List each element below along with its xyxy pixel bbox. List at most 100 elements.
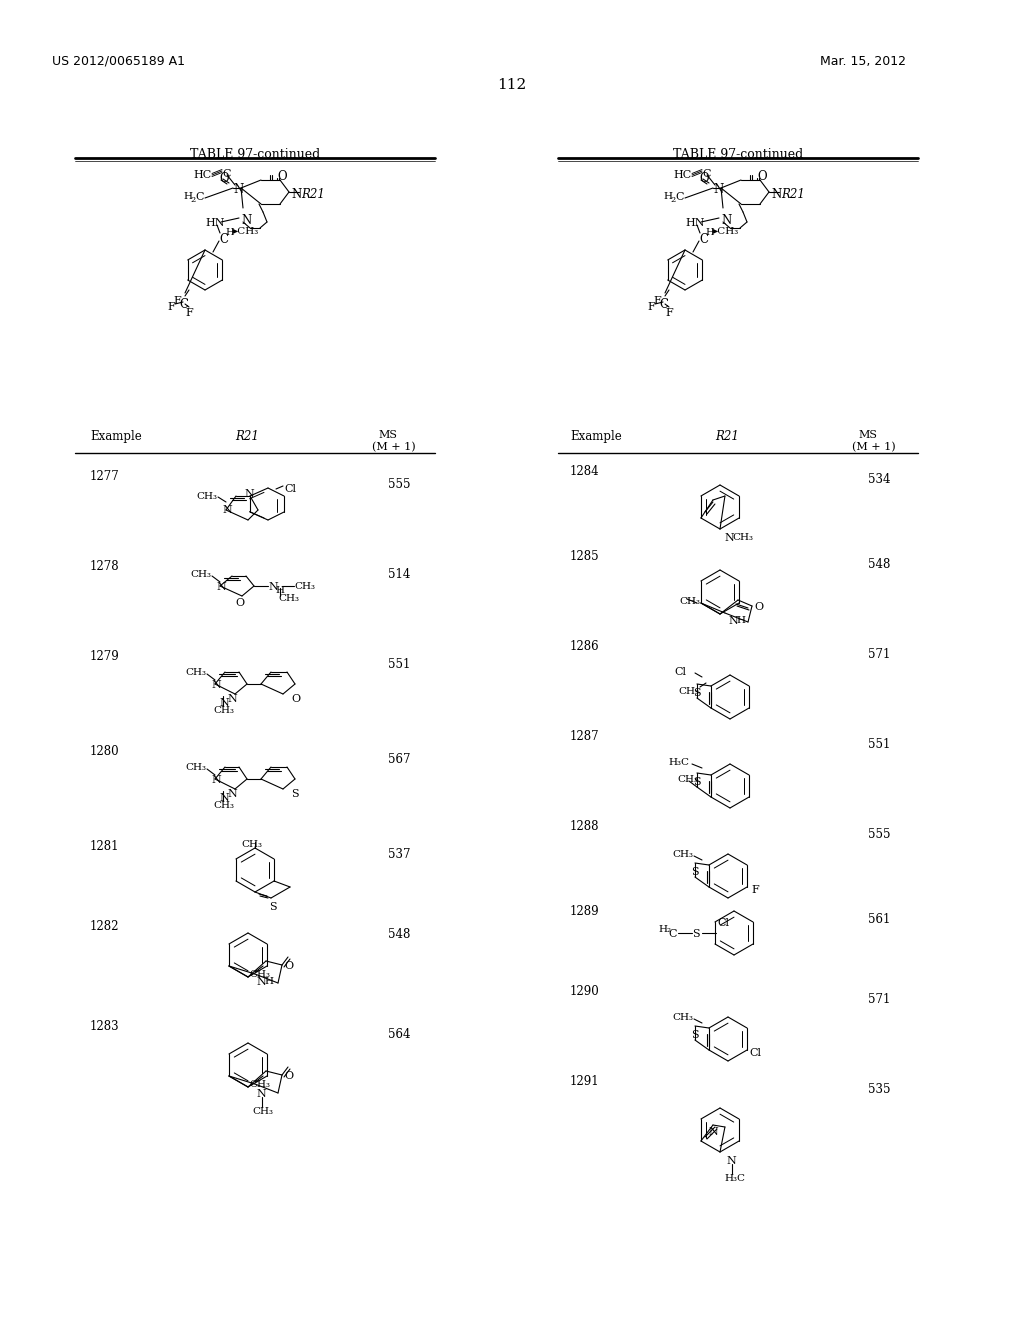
Text: O: O	[278, 170, 287, 183]
Text: R21: R21	[301, 187, 325, 201]
Text: 548: 548	[388, 928, 411, 941]
Text: 1283: 1283	[90, 1020, 120, 1034]
Text: 1279: 1279	[90, 649, 120, 663]
Text: N: N	[211, 680, 221, 690]
Text: N: N	[219, 793, 228, 803]
Text: Cl: Cl	[284, 484, 296, 494]
Text: C: C	[699, 234, 708, 246]
Text: 1287: 1287	[570, 730, 600, 743]
Text: F: F	[751, 884, 759, 895]
Text: 1284: 1284	[570, 465, 600, 478]
Text: 561: 561	[868, 913, 891, 927]
Text: N: N	[222, 506, 231, 515]
Text: HN: HN	[205, 218, 224, 228]
Text: CH₃: CH₃	[185, 763, 206, 772]
Text: TABLE 97-continued: TABLE 97-continued	[189, 148, 321, 161]
Text: F: F	[167, 302, 175, 312]
Text: CH₃: CH₃	[196, 492, 217, 502]
Text: N: N	[219, 698, 228, 708]
Text: CH₃: CH₃	[672, 1012, 693, 1022]
Text: CH₃: CH₃	[249, 1080, 270, 1089]
Text: 514: 514	[388, 568, 411, 581]
Text: 1278: 1278	[90, 560, 120, 573]
Text: O: O	[234, 598, 244, 609]
Text: HC: HC	[193, 170, 211, 180]
Text: C: C	[659, 298, 668, 312]
Text: (M + 1): (M + 1)	[852, 442, 896, 453]
Text: R21: R21	[715, 430, 739, 444]
Text: C: C	[675, 191, 683, 202]
Text: Cl: Cl	[749, 1048, 761, 1059]
Text: H: H	[275, 586, 284, 595]
Text: 537: 537	[388, 847, 411, 861]
Text: O: O	[757, 170, 767, 183]
Text: 551: 551	[388, 657, 411, 671]
Text: S: S	[692, 929, 699, 939]
Text: F: F	[647, 302, 654, 312]
Text: N: N	[709, 1127, 719, 1137]
Text: CH₃: CH₃	[294, 582, 315, 591]
Text: 535: 535	[868, 1082, 891, 1096]
Text: 1282: 1282	[90, 920, 120, 933]
Text: N: N	[216, 582, 225, 591]
Text: O: O	[291, 694, 300, 704]
Text: H₂: H₂	[658, 925, 671, 935]
Text: CH₃: CH₃	[678, 686, 699, 696]
Text: (M + 1): (M + 1)	[372, 442, 416, 453]
Text: Example: Example	[90, 430, 141, 444]
Text: N: N	[256, 977, 266, 987]
Text: H: H	[225, 228, 233, 238]
Text: H: H	[183, 191, 193, 201]
Text: N: N	[256, 1089, 266, 1100]
Text: N: N	[233, 183, 244, 195]
Text: F: F	[173, 296, 181, 306]
Text: N: N	[724, 533, 734, 543]
Text: 2: 2	[190, 195, 196, 205]
Text: 571: 571	[868, 648, 891, 661]
Text: N: N	[713, 183, 723, 195]
Text: US 2012/0065189 A1: US 2012/0065189 A1	[52, 55, 185, 69]
Text: R21: R21	[781, 187, 805, 201]
Text: C: C	[668, 929, 677, 939]
Text: N: N	[227, 694, 237, 704]
Text: O: O	[754, 602, 763, 612]
Text: CH₃: CH₃	[249, 970, 270, 979]
Text: CH₃: CH₃	[278, 594, 299, 603]
Text: 567: 567	[388, 752, 411, 766]
Text: 534: 534	[868, 473, 891, 486]
Text: C: C	[179, 298, 188, 312]
Text: H: H	[663, 191, 672, 201]
Text: Cl: Cl	[717, 917, 729, 928]
Text: S: S	[691, 1030, 698, 1040]
Text: 548: 548	[868, 558, 891, 572]
Text: MS: MS	[378, 430, 397, 440]
Text: H: H	[736, 616, 745, 624]
Text: H: H	[264, 977, 273, 986]
Text: C: C	[195, 191, 204, 202]
Text: 1290: 1290	[570, 985, 600, 998]
Text: N: N	[268, 582, 278, 591]
Text: O: O	[284, 961, 293, 972]
Text: O: O	[219, 172, 228, 185]
Text: TABLE 97-continued: TABLE 97-continued	[673, 148, 803, 161]
Text: ▸CH₃: ▸CH₃	[713, 227, 739, 236]
Text: F: F	[665, 308, 673, 318]
Text: CH₃: CH₃	[190, 570, 211, 579]
Text: 555: 555	[868, 828, 891, 841]
Text: N: N	[771, 187, 781, 201]
Text: 564: 564	[388, 1028, 411, 1041]
Text: CH₃: CH₃	[732, 533, 753, 543]
Text: S: S	[291, 789, 299, 799]
Text: 1285: 1285	[570, 550, 600, 564]
Text: 1281: 1281	[90, 840, 120, 853]
Text: N: N	[721, 214, 731, 227]
Text: 551: 551	[868, 738, 891, 751]
Text: 1288: 1288	[570, 820, 599, 833]
Text: N: N	[728, 616, 737, 626]
Text: 1291: 1291	[570, 1074, 600, 1088]
Text: S: S	[269, 902, 276, 912]
Text: 571: 571	[868, 993, 891, 1006]
Text: CH₃: CH₃	[185, 668, 206, 677]
Text: C: C	[702, 169, 711, 180]
Text: 112: 112	[498, 78, 526, 92]
